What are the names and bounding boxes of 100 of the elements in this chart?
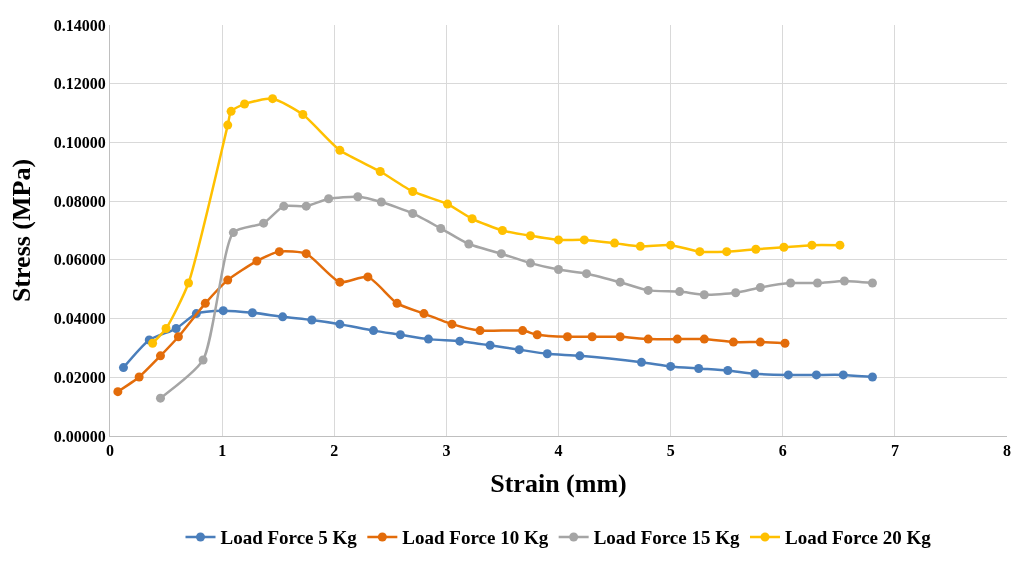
point bbox=[324, 194, 334, 204]
x-tick-label: 7 bbox=[890, 442, 899, 460]
legend-label: Load Force 10 Kg bbox=[402, 527, 549, 549]
point bbox=[838, 370, 848, 380]
point bbox=[554, 265, 563, 275]
point bbox=[835, 240, 845, 250]
point bbox=[301, 249, 311, 259]
point bbox=[183, 278, 193, 288]
point bbox=[811, 370, 821, 380]
point bbox=[464, 239, 474, 249]
point bbox=[786, 278, 796, 288]
point bbox=[155, 393, 165, 403]
point bbox=[867, 372, 877, 382]
point bbox=[240, 99, 250, 109]
point bbox=[259, 218, 269, 228]
point bbox=[298, 110, 308, 120]
y-tick-label: 0.00000 bbox=[53, 427, 106, 445]
point bbox=[252, 256, 262, 266]
point bbox=[722, 247, 732, 257]
y-axis-title: Stress (MPa) bbox=[7, 158, 37, 303]
point bbox=[525, 231, 535, 241]
point bbox=[695, 247, 705, 257]
point bbox=[497, 226, 507, 235]
point bbox=[636, 357, 646, 367]
point bbox=[368, 326, 378, 336]
point bbox=[579, 235, 589, 245]
point bbox=[335, 319, 345, 329]
point bbox=[301, 201, 311, 211]
x-tick-label: 2 bbox=[330, 442, 339, 460]
point bbox=[807, 240, 817, 250]
legend-label: Load Force 5 Kg bbox=[220, 527, 358, 549]
legend-label: Load Force 15 Kg bbox=[593, 527, 740, 549]
point bbox=[496, 249, 506, 259]
point bbox=[666, 361, 676, 371]
point bbox=[554, 235, 563, 245]
point bbox=[867, 278, 877, 288]
point bbox=[423, 334, 433, 344]
y-tick-label: 0.10000 bbox=[53, 134, 106, 152]
point bbox=[161, 324, 171, 334]
x-tick-label: 6 bbox=[778, 442, 787, 460]
x-tick-label: 5 bbox=[666, 442, 675, 460]
point bbox=[610, 238, 620, 248]
point bbox=[615, 277, 625, 287]
point bbox=[635, 241, 645, 251]
point bbox=[514, 345, 524, 355]
point bbox=[408, 208, 418, 218]
x-tick-label: 1 bbox=[218, 442, 227, 460]
point bbox=[155, 351, 165, 361]
point bbox=[148, 338, 158, 348]
point bbox=[218, 306, 228, 316]
point bbox=[278, 312, 288, 322]
point bbox=[562, 332, 572, 342]
point bbox=[223, 275, 233, 285]
point bbox=[226, 106, 236, 116]
y-tick-label: 0.08000 bbox=[53, 192, 106, 210]
point bbox=[247, 308, 257, 318]
point bbox=[755, 337, 765, 347]
point bbox=[392, 298, 402, 308]
point bbox=[575, 351, 585, 361]
point bbox=[755, 282, 765, 292]
y-tick-label: 0.12000 bbox=[53, 75, 106, 93]
x-tick-label: 8 bbox=[1003, 442, 1011, 460]
x-tick-label: 3 bbox=[442, 442, 451, 460]
point bbox=[694, 363, 704, 373]
x-axis-title: Strain (mm) bbox=[490, 468, 627, 498]
point bbox=[525, 258, 535, 268]
point bbox=[134, 372, 144, 382]
point bbox=[699, 334, 709, 344]
point bbox=[408, 186, 418, 196]
point bbox=[723, 366, 733, 376]
point bbox=[672, 334, 682, 344]
point bbox=[731, 288, 741, 298]
point bbox=[268, 94, 278, 104]
x-tick-label: 4 bbox=[554, 442, 563, 460]
y-tick-label: 0.04000 bbox=[53, 310, 106, 328]
point bbox=[813, 278, 823, 288]
point bbox=[518, 326, 528, 336]
point bbox=[582, 269, 592, 279]
point bbox=[699, 290, 709, 300]
point bbox=[375, 166, 385, 176]
point bbox=[643, 334, 653, 344]
point bbox=[443, 199, 452, 209]
point bbox=[532, 330, 542, 340]
point bbox=[198, 355, 208, 365]
point bbox=[587, 332, 597, 342]
point bbox=[200, 298, 210, 308]
point bbox=[363, 272, 373, 282]
point bbox=[376, 197, 386, 207]
x-tick-label: 0 bbox=[106, 442, 114, 460]
point bbox=[751, 244, 761, 254]
point bbox=[353, 192, 363, 202]
point bbox=[419, 309, 429, 319]
point bbox=[228, 228, 238, 238]
point bbox=[436, 223, 446, 233]
point bbox=[274, 247, 284, 257]
point bbox=[783, 370, 793, 380]
point bbox=[447, 319, 457, 329]
point bbox=[666, 240, 676, 250]
point bbox=[113, 387, 123, 397]
point bbox=[643, 285, 653, 295]
